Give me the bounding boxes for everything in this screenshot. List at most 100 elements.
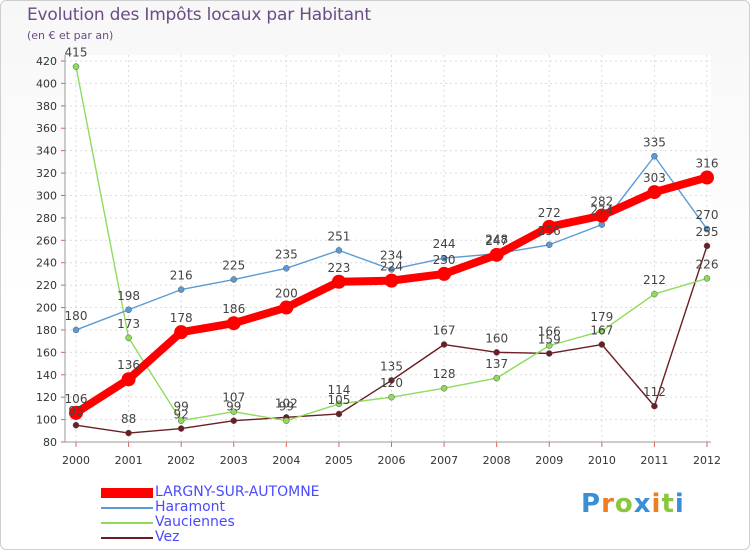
data-label-vauciennes: 226 <box>696 257 719 271</box>
data-label-vauciennes: 166 <box>538 325 561 339</box>
data-point-haramont <box>125 306 132 314</box>
legend-swatch-haramont <box>101 506 153 509</box>
data-label-largny-sur-automne: 136 <box>117 358 140 372</box>
x-tick-label: 2001 <box>115 454 143 467</box>
logo-letter: o <box>614 489 634 519</box>
data-label-haramont: 180 <box>65 309 88 323</box>
data-point-haramont <box>440 254 448 262</box>
data-point-largny-sur-automne <box>700 170 714 185</box>
logo-letter: i <box>651 489 662 519</box>
x-tick-label: 2007 <box>430 454 458 467</box>
data-label-haramont: 274 <box>590 204 613 218</box>
data-label-vez: 255 <box>696 225 719 239</box>
data-point-haramont <box>388 266 395 273</box>
data-label-largny-sur-automne: 178 <box>170 311 193 325</box>
legend-item-haramont: Haramont <box>101 500 320 515</box>
data-point-haramont <box>703 225 711 233</box>
data-point-largny-sur-automne <box>647 185 662 200</box>
data-point-haramont <box>283 265 290 272</box>
y-tick-label: 140 <box>36 369 57 382</box>
data-point-largny-sur-automne <box>174 325 189 340</box>
data-label-vauciennes: 99 <box>279 400 294 414</box>
data-point-vauciennes <box>177 417 185 424</box>
legend-label-vauciennes: Vauciennes <box>155 514 235 530</box>
data-label-vauciennes: 179 <box>590 310 613 324</box>
data-point-largny-sur-automne <box>594 208 609 223</box>
data-label-vauciennes: 107 <box>222 391 245 405</box>
data-point-largny-sur-automne <box>279 300 294 315</box>
y-tick-label: 180 <box>36 324 57 337</box>
logo-letter: t <box>661 489 675 519</box>
data-label-haramont: 335 <box>643 135 666 149</box>
data-label-vauciennes: 120 <box>380 376 403 390</box>
data-point-vez <box>388 377 395 384</box>
x-tick-label: 2003 <box>220 454 248 467</box>
chart-subtitle: (en € et par an) <box>27 29 114 42</box>
data-point-vauciennes <box>493 374 500 382</box>
data-point-vauciennes <box>283 417 290 424</box>
data-label-haramont: 198 <box>117 289 140 303</box>
data-label-largny-sur-automne: 282 <box>590 195 613 209</box>
data-label-haramont: 270 <box>696 208 719 222</box>
data-label-vauciennes: 114 <box>327 383 350 397</box>
proxiti-logo: Proxiti <box>581 489 685 519</box>
data-point-vez <box>335 410 343 418</box>
data-point-largny-sur-automne <box>542 219 557 234</box>
data-label-haramont: 235 <box>275 247 298 261</box>
data-label-vauciennes: 173 <box>117 317 140 331</box>
legend-swatch-largny <box>101 487 153 498</box>
data-label-haramont: 216 <box>170 269 193 283</box>
data-label-vauciennes: 212 <box>643 273 666 287</box>
logo-letter: x <box>633 489 652 519</box>
data-label-haramont: 244 <box>433 237 456 251</box>
legend-label-vez: Vez <box>155 529 180 545</box>
data-label-haramont: 234 <box>380 248 403 262</box>
x-tick-label: 2004 <box>272 454 300 467</box>
logo-letter: r <box>601 489 615 519</box>
data-point-vez <box>598 341 606 348</box>
y-tick-label: 340 <box>36 145 57 158</box>
data-label-vez: 92 <box>174 408 189 422</box>
legend-item-vauciennes: Vauciennes <box>101 515 320 530</box>
y-tick-label: 400 <box>36 77 57 90</box>
y-tick-label: 260 <box>36 234 57 247</box>
logo-letter: P <box>581 489 602 519</box>
data-label-haramont: 251 <box>327 229 350 243</box>
data-label-vez: 167 <box>433 324 456 338</box>
data-point-vauciennes <box>598 327 606 335</box>
data-point-vez <box>125 429 132 437</box>
data-label-vez: 167 <box>590 324 613 338</box>
x-tick-label: 2009 <box>535 454 563 467</box>
data-label-vez: 160 <box>485 331 508 345</box>
data-label-vez: 88 <box>121 412 136 426</box>
data-label-vez: 159 <box>538 332 561 346</box>
data-point-vez <box>703 242 711 250</box>
data-label-largny-sur-automne: 230 <box>433 253 456 267</box>
data-label-vez: 99 <box>226 400 241 414</box>
y-tick-label: 360 <box>36 122 57 135</box>
y-tick-label: 320 <box>36 167 57 180</box>
data-point-haramont <box>546 241 553 249</box>
legend-swatch-vez <box>101 536 153 539</box>
data-point-haramont <box>230 276 237 283</box>
data-point-vez <box>440 341 448 348</box>
data-label-vauciennes: 99 <box>174 400 189 414</box>
data-label-largny-sur-automne: 316 <box>696 157 719 171</box>
data-label-vez: 105 <box>327 393 350 407</box>
data-point-vez <box>230 417 237 424</box>
data-point-vauciennes <box>651 290 658 298</box>
x-tick-label: 2011 <box>640 454 668 467</box>
data-point-vauciennes <box>440 384 448 392</box>
x-tick-label: 2005 <box>325 454 353 467</box>
y-tick-label: 380 <box>36 100 57 113</box>
x-tick-label: 2002 <box>167 454 195 467</box>
data-point-vauciennes <box>72 63 80 70</box>
data-label-vauciennes: 137 <box>485 357 508 371</box>
data-point-haramont <box>177 286 185 293</box>
data-point-haramont <box>335 247 343 254</box>
data-label-haramont: 256 <box>538 224 561 238</box>
y-tick-label: 80 <box>43 436 57 449</box>
data-point-haramont <box>72 326 80 334</box>
y-tick-label: 220 <box>36 279 57 292</box>
data-label-largny-sur-automne: 247 <box>485 234 508 248</box>
